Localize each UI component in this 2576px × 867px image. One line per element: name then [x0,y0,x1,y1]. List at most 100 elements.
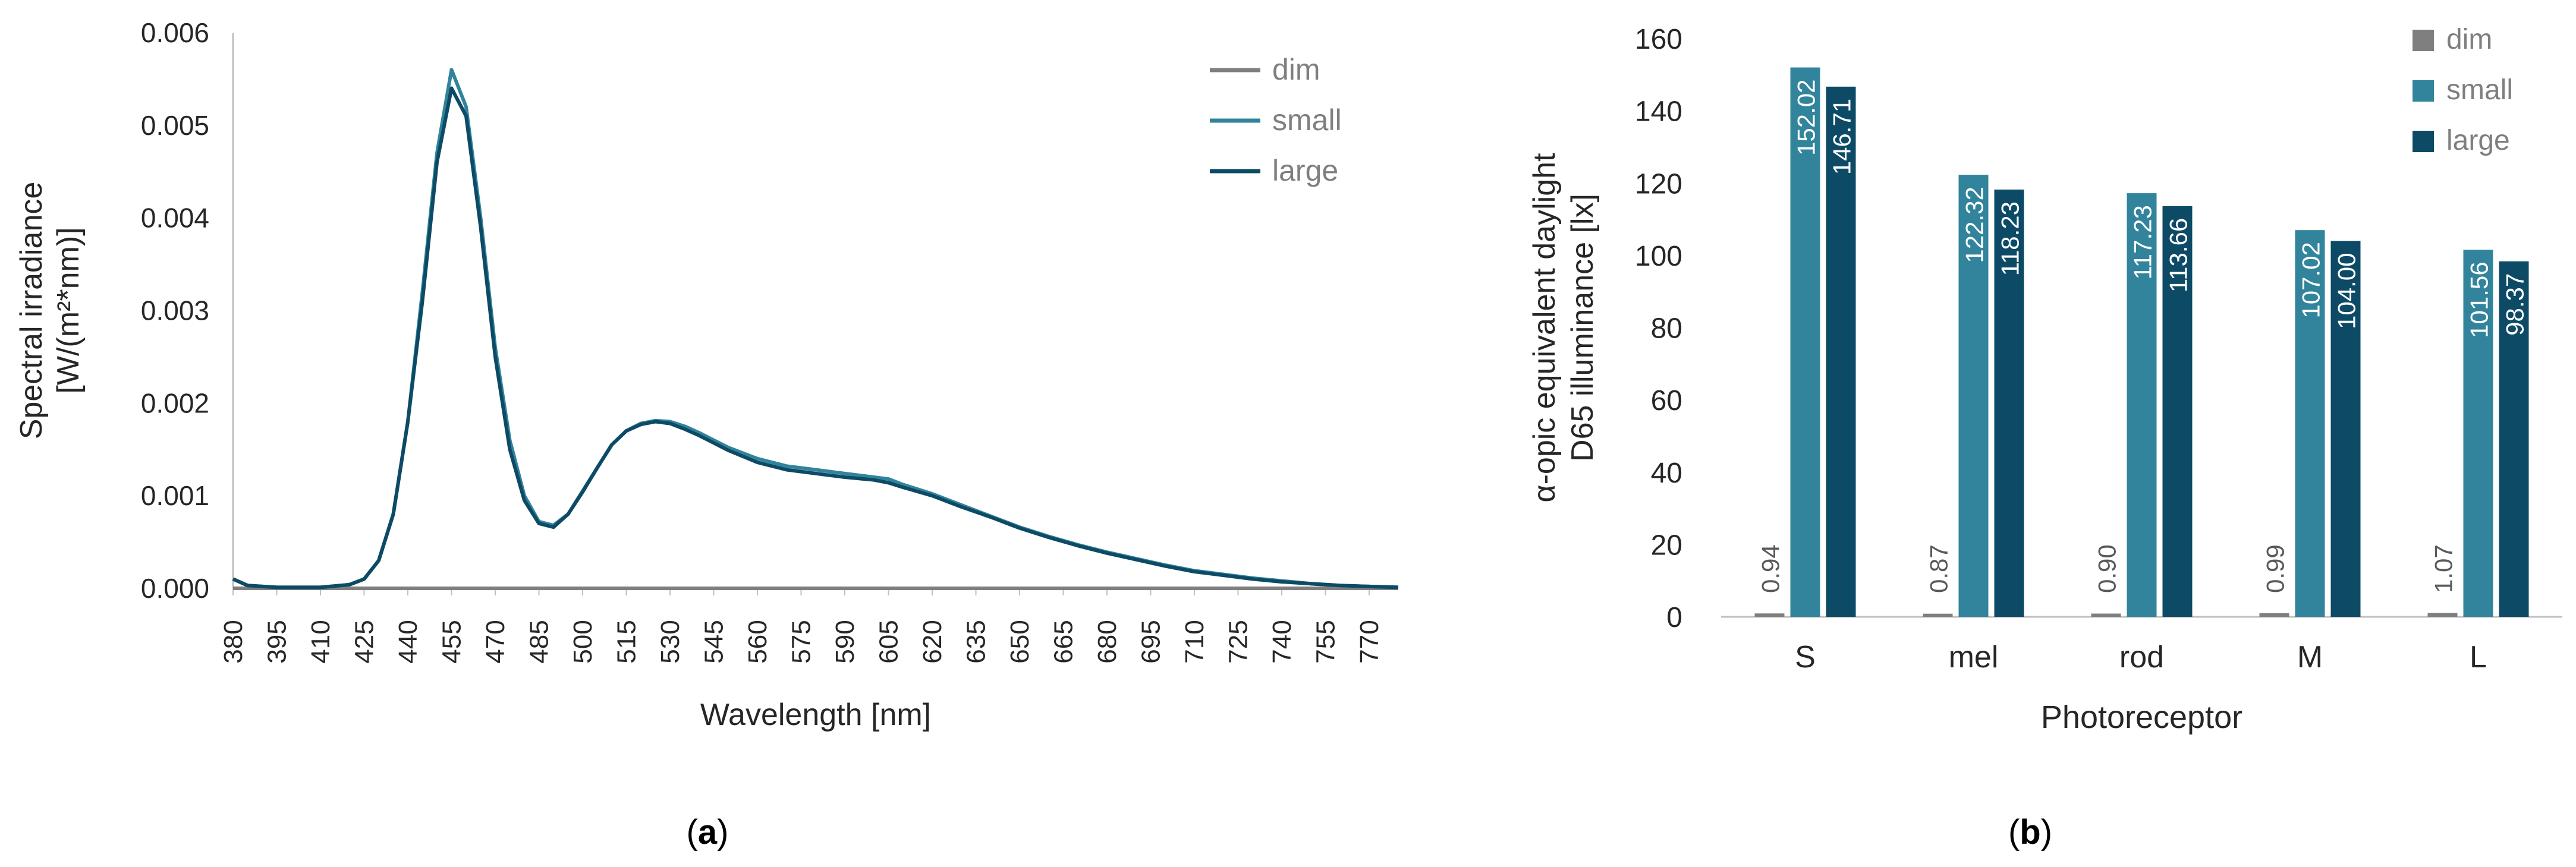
bar-small-M [2295,230,2325,617]
x-tick-label: 620 [918,620,947,663]
bar-large-mel [1994,190,2024,617]
legend-label-large: large [1272,154,1338,187]
y-tick-label: 0.002 [141,387,209,418]
y-tick-label: 0.000 [141,573,209,604]
y-tick-label: 0.006 [141,17,209,48]
x-axis-title: Photoreceptor [2041,699,2242,735]
series-line-large [232,86,1399,589]
x-tick-label: 710 [1180,620,1209,663]
y-tick-label: 160 [1635,24,1682,55]
x-tick-label: 425 [350,620,379,663]
y-tick-label: 20 [1651,529,1682,561]
data-label-small-rod: 117.23 [2129,205,2157,279]
x-tick-label: 410 [306,620,335,663]
bar-dim-rod [2091,613,2121,617]
y-tick-label: 0.001 [141,480,209,511]
x-tick-label: 485 [525,620,554,663]
data-label-dim-S: 0.94 [1757,544,1785,593]
legend-swatch-dim [2413,30,2434,51]
x-tick-label: 590 [831,620,860,663]
data-label-dim-mel: 0.87 [1925,544,1953,593]
data-label-small-S: 152.02 [1792,80,1820,156]
legend-label-dim: dim [2446,24,2492,55]
y-axis-title-line: α-opic equivalent daylight [1527,153,1562,503]
x-tick-label: 725 [1224,620,1253,663]
bar-small-mel [1958,175,1989,617]
x-tick-label: S [1795,640,1816,674]
x-tick-label: 575 [787,620,816,663]
y-tick-label: 0.005 [141,110,209,141]
data-label-large-M: 104.00 [2333,253,2361,329]
legend-label-small: small [2446,74,2513,106]
y-tick-label: 40 [1651,458,1682,489]
x-tick-label: 650 [1005,620,1034,663]
x-tick-label: 395 [263,620,292,663]
y-tick-label: 0.003 [141,295,209,326]
y-axis-title-line: Spectral irradiance [14,182,49,440]
bar-dim-S [1754,613,1785,617]
bar-small-L [2463,250,2493,617]
panel-b-label: b [2020,813,2040,852]
bar-large-L [2499,261,2529,617]
y-axis-title: Spectral irradiance[W/(m²*nm)] [14,182,86,440]
y-tick-label: 60 [1651,385,1682,417]
bar-large-rod [2162,206,2193,617]
alpha-opic-illuminance-chart: 0 20 40 60 80 100 120 140 160 0.94 152.02 146.71 S 0.… [1527,24,2562,735]
data-label-small-mel: 122.32 [1961,187,1989,263]
y-axis-title-line: D65 illuminance [lx] [1565,194,1600,462]
data-label-large-rod: 113.66 [2165,218,2193,292]
x-tick-label: rod [2119,640,2164,674]
legend-label-dim: dim [1272,53,1320,86]
data-label-large-mel: 118.23 [1996,201,2024,276]
x-tick-label: 605 [875,620,904,663]
bar-small-rod [2127,193,2157,617]
x-tick-label: 470 [481,620,510,663]
x-tick-label: 545 [700,620,729,663]
x-tick-label: 680 [1093,620,1122,663]
data-label-dim-M: 0.99 [2262,544,2289,593]
x-tick-label: 695 [1137,620,1166,663]
x-tick-label: L [2470,640,2487,674]
data-label-large-L: 98.37 [2501,273,2529,336]
series-line-small [232,68,1399,589]
data-label-small-L: 101.56 [2465,261,2493,338]
legend-swatch-large [2413,131,2434,152]
x-tick-label: 530 [656,620,685,663]
x-tick-label: M [2297,640,2323,674]
data-label-small-M: 107.02 [2297,242,2325,318]
spectral-irradiance-chart: 0.000 0.001 0.002 0.003 0.004 0.005 0.006 380 39… [14,17,1399,732]
x-tick-label: 440 [394,620,423,663]
x-tick-label: 755 [1311,620,1341,663]
x-tick-label: 665 [1049,620,1078,663]
x-tick-label: 560 [743,620,772,663]
bar-large-S [1826,86,1856,617]
x-tick-label: 635 [962,620,991,663]
bar-dim-M [2259,613,2289,617]
y-tick-label: 120 [1635,168,1682,200]
x-tick-label: 500 [568,620,597,663]
data-label-dim-rod: 0.90 [2093,544,2121,593]
x-tick-label: 740 [1267,620,1297,663]
y-axis-title-line: [W/(m²*nm)] [51,227,86,393]
data-label-dim-L: 1.07 [2430,544,2458,593]
x-tick-label: 770 [1355,620,1384,663]
y-tick-label: 140 [1635,96,1682,128]
bar-dim-mel [1923,613,1953,617]
x-tick-label: 515 [612,620,641,663]
x-tick-label: 380 [219,620,248,663]
x-axis-title: Wavelength [nm] [700,698,931,732]
panel-a-caption: (a) [687,813,729,852]
bar-small-S [1790,67,1820,617]
y-axis-title: α-opic equivalent daylight D65 illuminanc… [1527,153,1600,503]
legend-label-large: large [2446,125,2510,156]
y-tick-label: 80 [1651,313,1682,345]
data-label-large-S: 146.71 [1828,99,1856,175]
legend-swatch-small [2413,80,2434,102]
y-tick-label: 0.004 [141,203,209,234]
x-tick-label: mel [1949,640,1999,674]
panel-b-caption: (b) [2008,813,2052,852]
bar-large-M [2330,241,2361,617]
y-tick-label: 0 [1666,602,1682,633]
bar-dim-L [2427,613,2458,617]
x-tick-label: 455 [438,620,467,663]
